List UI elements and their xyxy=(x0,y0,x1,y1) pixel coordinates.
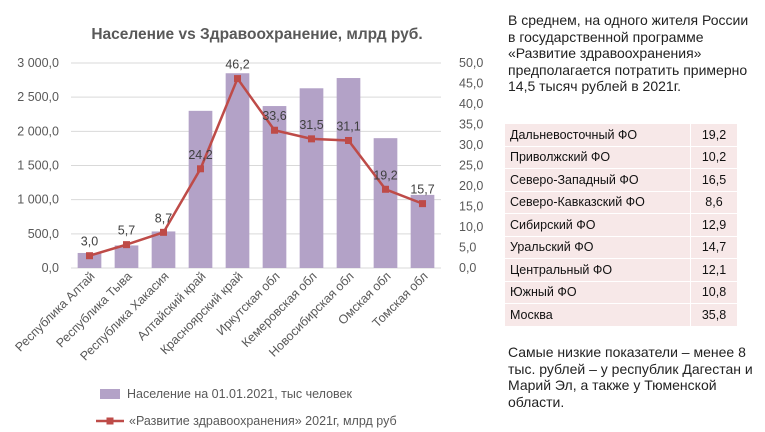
bar xyxy=(114,245,139,268)
district-table: Дальневосточный ФО 19,2 Приволжский ФО 10,2… xyxy=(505,124,737,327)
line-marker xyxy=(123,241,130,249)
region-value: 10,2 xyxy=(690,146,737,169)
region-value: 12,1 xyxy=(690,258,737,282)
y-right-tick-label: 15,0 xyxy=(459,200,483,214)
data-label: 8,7 xyxy=(155,211,172,225)
region-value: 35,8 xyxy=(690,303,737,327)
bar xyxy=(77,252,102,268)
region-name: Дальневосточный ФО xyxy=(505,124,691,147)
bar xyxy=(373,138,398,268)
line-marker xyxy=(271,126,278,134)
bars xyxy=(77,73,435,269)
legend-swatch-marker xyxy=(106,417,114,425)
data-label: 3,0 xyxy=(81,235,98,249)
region-value: 14,7 xyxy=(690,236,737,259)
region-name: Северо-Западный ФО xyxy=(505,168,691,192)
line-marker xyxy=(86,252,93,260)
region-value: 16,5 xyxy=(690,168,737,192)
y-right-tick-label: 30,0 xyxy=(459,138,483,152)
bar xyxy=(151,231,176,268)
y-right-tick-label: 0,0 xyxy=(459,261,476,275)
line-marker xyxy=(382,185,389,193)
y-left-tick-label: 0,0 xyxy=(42,261,59,275)
table-row: Северо-Кавказский ФО 8,6 xyxy=(505,191,737,214)
data-label: 31,1 xyxy=(336,119,360,133)
bar xyxy=(410,194,435,268)
footer-text: Самые низкие показатели – менее 8 тыс. р… xyxy=(508,344,753,410)
table-row: Дальневосточный ФО 19,2 xyxy=(505,124,737,147)
data-label: 46,2 xyxy=(225,58,249,72)
table-row: Северо-Западный ФО 16,5 xyxy=(505,168,737,192)
bar xyxy=(262,106,287,268)
y-right-tick-label: 35,0 xyxy=(459,118,483,132)
y-right-tick-label: 45,0 xyxy=(459,77,483,91)
region-name: Сибирский ФО xyxy=(505,213,691,237)
series-line xyxy=(89,76,423,257)
legend-label-bar: Население на 01.01.2021, тыс человек xyxy=(127,387,352,401)
gridlines xyxy=(71,62,441,269)
chart: Население vs Здравоохранение, млрд руб. … xyxy=(13,26,484,428)
region-value: 8,6 xyxy=(690,191,737,214)
y-left-tick-label: 500,0 xyxy=(28,227,59,241)
bar xyxy=(336,78,361,269)
region-value: 10,8 xyxy=(690,281,737,304)
line-series: 3,0 5,7 8,7 24,2 46,2 33,6 31,5 31,1 19,2 15,7 xyxy=(81,58,435,260)
legend-label-line: «Развитие здравоохранения» 2021г, млрд р… xyxy=(129,414,397,428)
intro-text: В среднем, на одного жителя России в гос… xyxy=(508,12,749,94)
data-label: 24,2 xyxy=(188,148,212,162)
data-label: 19,2 xyxy=(373,168,397,182)
region-name: Северо-Кавказский ФО xyxy=(505,191,691,214)
region-name: Центральный ФО xyxy=(505,258,691,282)
table-row: Уральский ФО 14,7 xyxy=(505,236,737,259)
region-name: Южный ФО xyxy=(505,281,691,304)
y-left-tick-label: 1 500,0 xyxy=(17,159,59,173)
y-right-tick-label: 40,0 xyxy=(459,97,483,111)
y-right-tick-label: 25,0 xyxy=(459,159,483,173)
bar xyxy=(188,110,213,268)
data-label: 5,7 xyxy=(118,224,135,238)
y-right-tick-label: 50,0 xyxy=(459,56,483,70)
region-name: Уральский ФО xyxy=(505,236,691,259)
data-label: 15,7 xyxy=(410,183,434,197)
y-left-tick-label: 3 000,0 xyxy=(17,56,59,70)
y-left-tick-label: 1 000,0 xyxy=(17,193,59,207)
table-row: Приволжский ФО 10,2 xyxy=(505,146,737,169)
y-left-tick-label: 2 500,0 xyxy=(17,90,59,104)
region-name: Москва xyxy=(505,303,691,327)
line-marker xyxy=(197,165,204,173)
line-marker xyxy=(308,135,315,143)
legend: Население на 01.01.2021, тыс человек «Раз… xyxy=(96,387,397,428)
table-row: Центральный ФО 12,1 xyxy=(505,258,737,282)
bar xyxy=(225,73,250,268)
table-row: Сибирский ФО 12,9 xyxy=(505,213,737,237)
line-marker xyxy=(234,75,241,83)
line-marker xyxy=(160,228,167,236)
line-marker xyxy=(345,136,352,144)
y-right-tick-label: 10,0 xyxy=(459,220,483,234)
region-value: 19,2 xyxy=(690,124,737,147)
data-label: 33,6 xyxy=(262,109,286,123)
table-row: Москва 35,8 xyxy=(505,303,737,327)
line-marker xyxy=(419,200,426,208)
table-row: Южный ФО 10,8 xyxy=(505,281,737,304)
region-name: Приволжский ФО xyxy=(505,146,691,169)
y-right-tick-label: 20,0 xyxy=(459,179,483,193)
legend-swatch-bar xyxy=(100,389,120,399)
chart-title: Население vs Здравоохранение, млрд руб. xyxy=(91,26,422,43)
bar xyxy=(299,88,324,269)
data-label: 31,5 xyxy=(299,118,323,132)
region-value: 12,9 xyxy=(690,213,737,237)
y-left-tick-label: 2 000,0 xyxy=(17,124,59,138)
y-right-tick-label: 5,0 xyxy=(459,241,476,255)
